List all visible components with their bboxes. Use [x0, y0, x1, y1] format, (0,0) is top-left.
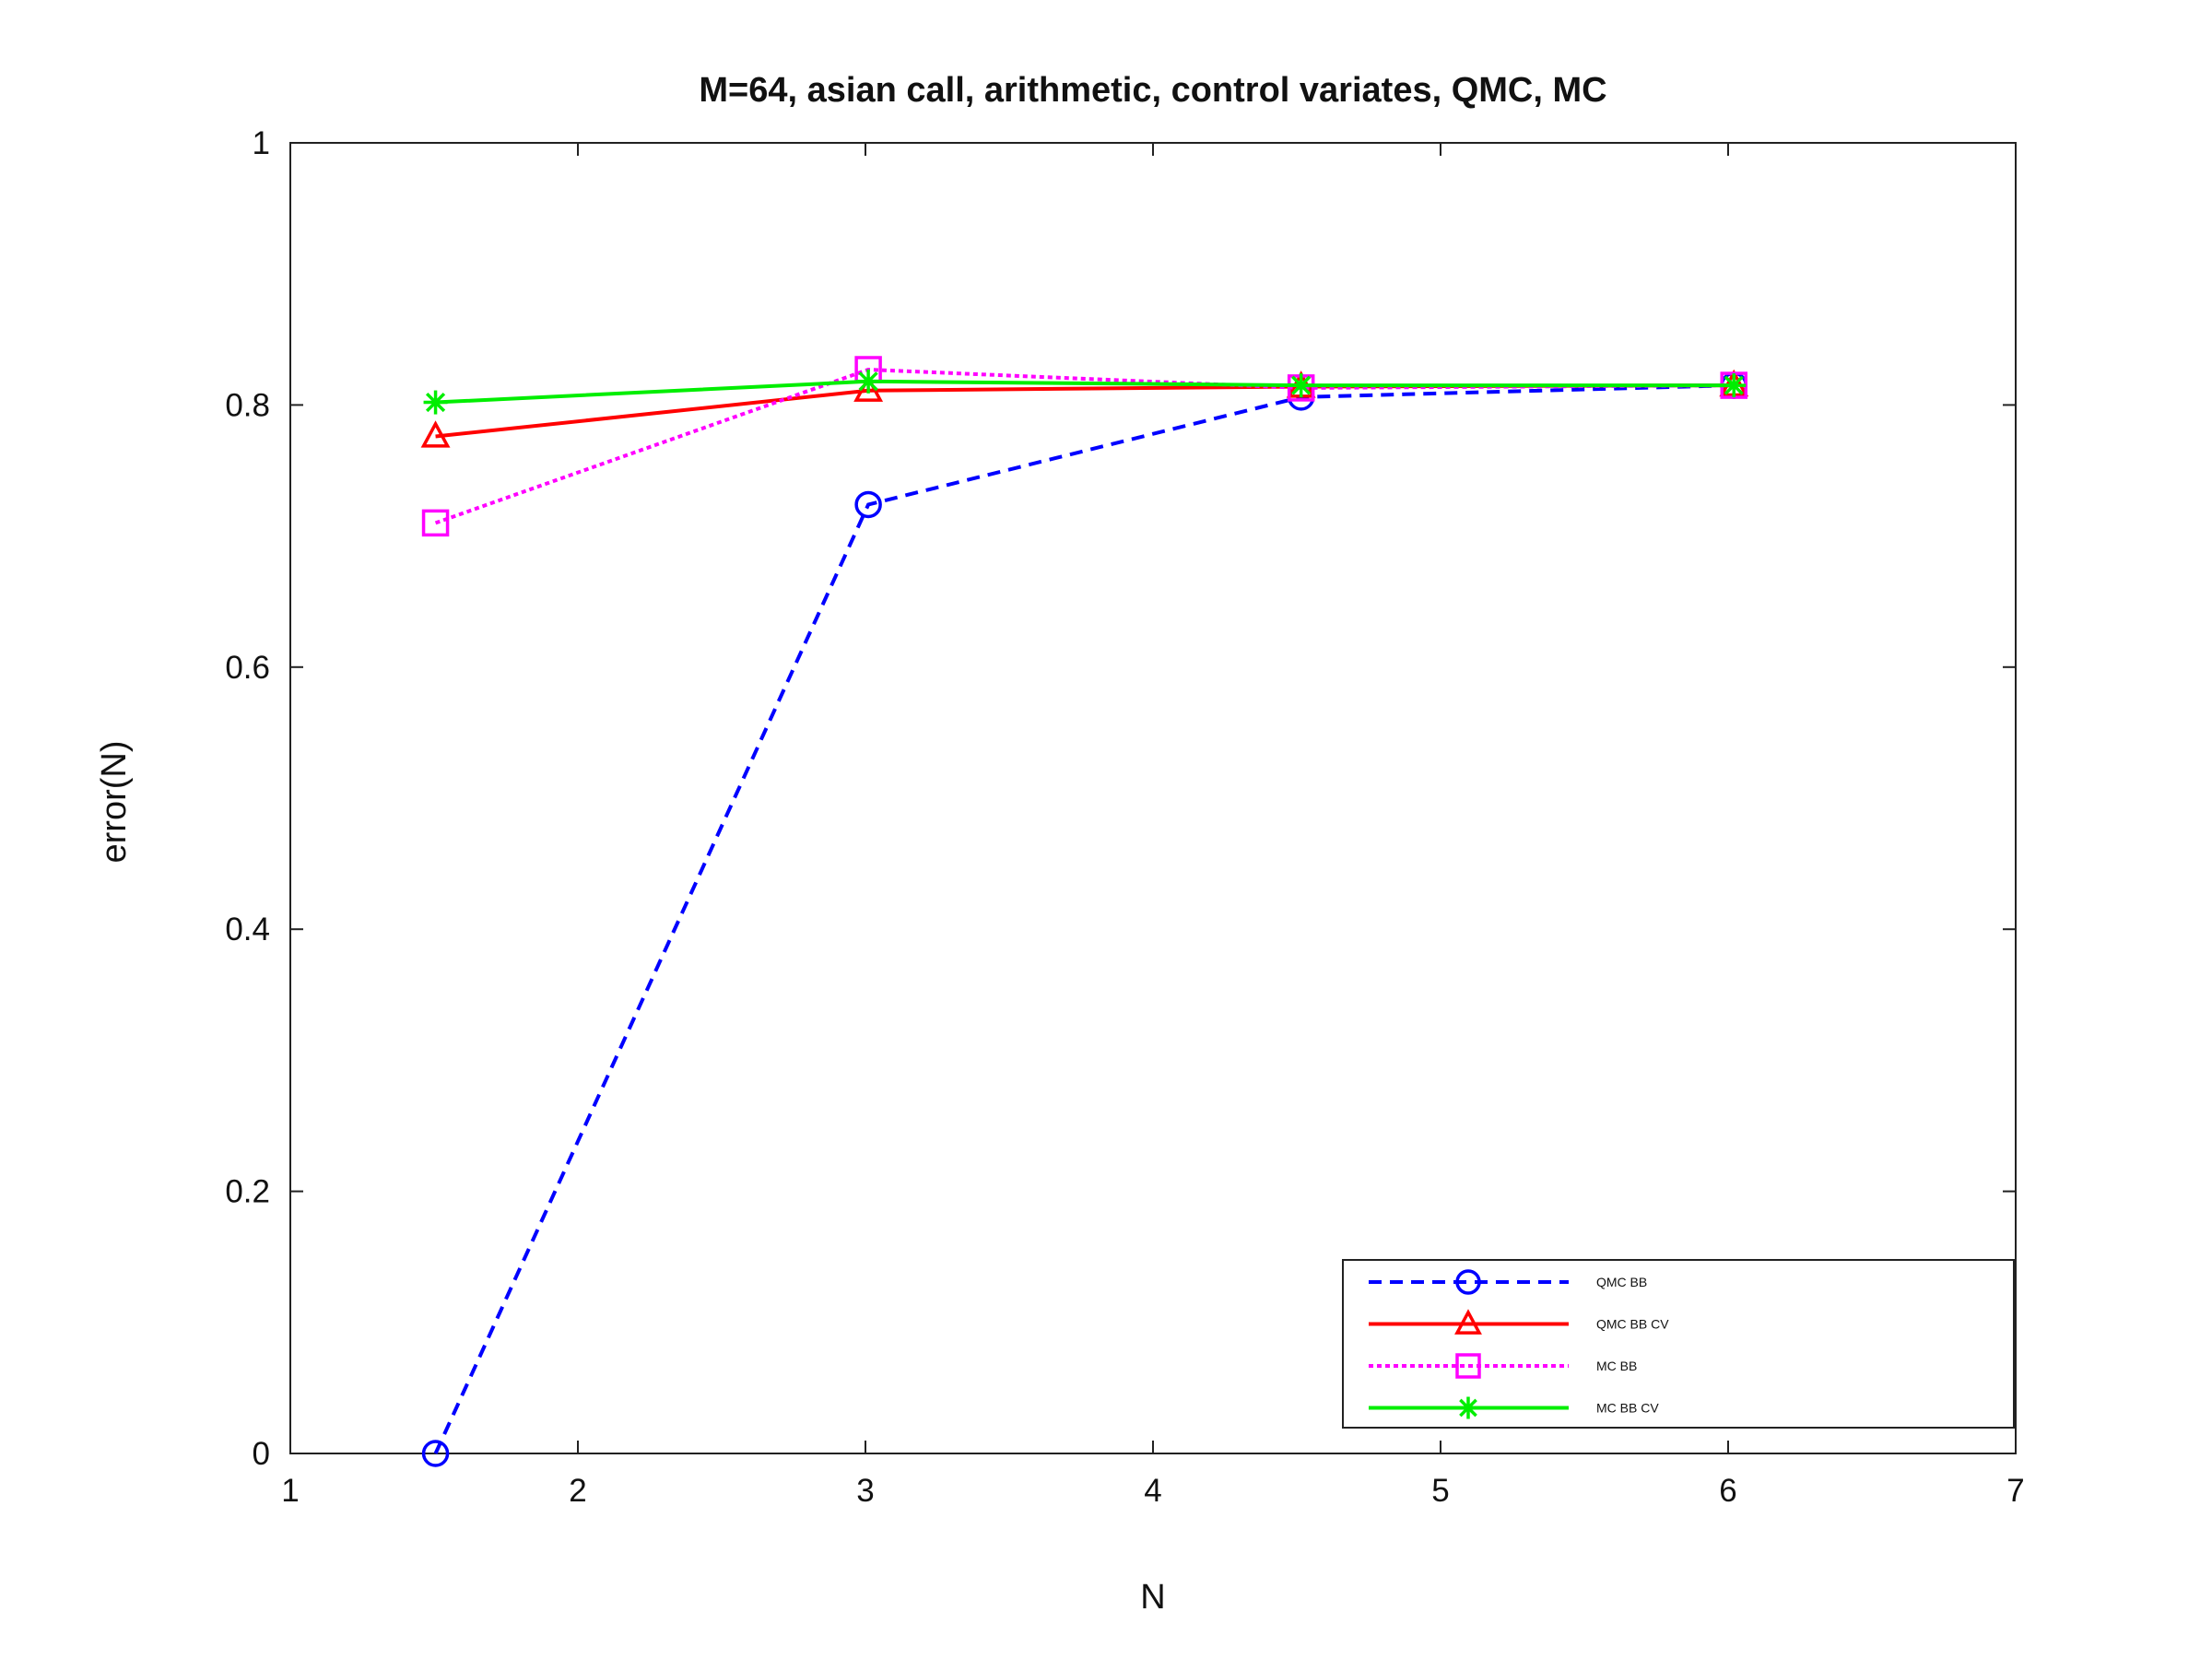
data-point — [856, 369, 881, 394]
asterisk-stroke — [425, 392, 446, 413]
asterisk-stroke — [858, 371, 878, 392]
legend-item-mc-bb-cv: MC BB CV — [1369, 1396, 1659, 1419]
data-point — [421, 1440, 450, 1467]
y-tick-label: 0 — [253, 1436, 270, 1472]
series-line — [433, 383, 1735, 1454]
asterisk-stroke — [1724, 375, 1744, 395]
y-tick-label: 0.2 — [225, 1174, 270, 1210]
legend-label: QMC BB — [1596, 1275, 1647, 1289]
legend-label: MC BB — [1596, 1359, 1637, 1373]
legend-marker — [1454, 1309, 1482, 1335]
x-tick-label: 4 — [1144, 1473, 1161, 1509]
legend-label: MC BB CV — [1596, 1401, 1659, 1416]
series-mc-bb-cv — [423, 369, 1747, 415]
data-point — [1722, 373, 1747, 398]
legend-label: QMC BB CV — [1596, 1317, 1669, 1332]
legend-marker — [1455, 1269, 1481, 1295]
y-tick-label: 1 — [253, 125, 270, 161]
series-line — [434, 367, 1735, 525]
y-axis-label: error(N) — [95, 741, 134, 864]
y-tick-label: 0.6 — [225, 650, 270, 686]
x-tick-label: 3 — [856, 1473, 874, 1509]
axes-box — [289, 142, 2017, 1454]
legend-marker — [1455, 1353, 1481, 1379]
asterisk-stroke — [1459, 1398, 1477, 1418]
plot-area: 1 2 3 4 5 6 7 0 0.2 0.4 0.6 0.8 1 — [225, 125, 2024, 1509]
data-point — [421, 509, 450, 537]
data-point — [423, 390, 448, 415]
data-point — [420, 420, 451, 448]
data-point — [1288, 373, 1313, 398]
x-axis-label: N — [1140, 1578, 1165, 1617]
y-tick-label: 0.8 — [225, 387, 270, 423]
legend: QMC BB QMC BB CV MC BB MC BB CV — [1342, 1259, 2015, 1429]
legend-item-mc-bb: MC BB — [1369, 1353, 1637, 1379]
chart-title: M=64, asian call, arithmetic, control va… — [699, 71, 1606, 110]
legend-item-qmc-bb-cv: QMC BB CV — [1369, 1309, 1669, 1335]
data-point — [854, 490, 882, 519]
legend-item-qmc-bb: QMC BB — [1369, 1269, 1647, 1295]
y-tick-label: 0.4 — [225, 912, 270, 947]
x-tick-label: 6 — [1719, 1473, 1736, 1509]
legend-marker — [1457, 1396, 1479, 1419]
x-tick-label: 5 — [1431, 1473, 1449, 1509]
asterisk-stroke — [1291, 375, 1312, 395]
series-line — [435, 379, 1735, 405]
x-tick-label: 1 — [281, 1473, 299, 1509]
x-tick-label: 2 — [569, 1473, 586, 1509]
x-tick-label: 7 — [2006, 1473, 2024, 1509]
legend-box — [1342, 1259, 2015, 1429]
